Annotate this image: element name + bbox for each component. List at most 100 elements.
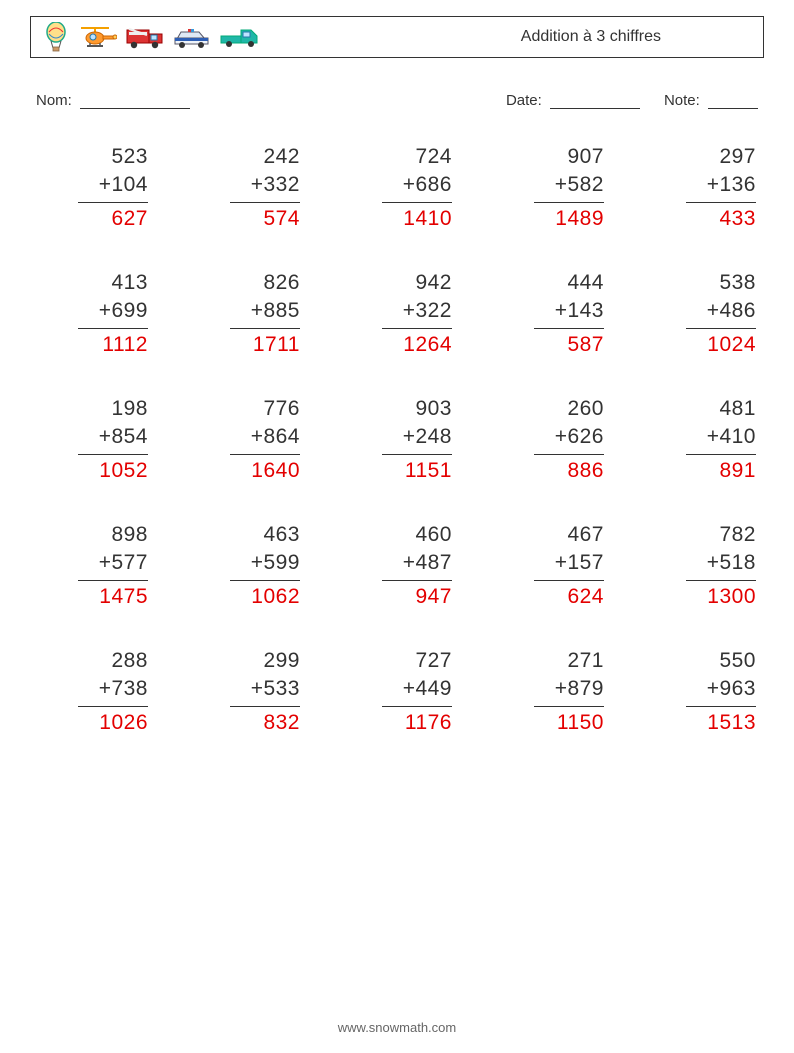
- helicopter-icon: [77, 24, 117, 50]
- problem: 826+8851711: [190, 269, 300, 359]
- addend-top: 260: [567, 395, 604, 423]
- note-label-text: Note:: [664, 92, 700, 109]
- problem: 242+332574: [190, 143, 300, 233]
- addend-bottom: +136: [686, 171, 756, 202]
- addend-top: 444: [567, 269, 604, 297]
- addend-top: 898: [111, 521, 148, 549]
- problem: 907+5821489: [494, 143, 604, 233]
- addend-bottom: +577: [78, 549, 148, 580]
- worksheet-title: Addition à 3 chiffres: [521, 28, 661, 46]
- note-label: Note:: [664, 92, 758, 109]
- problem: 463+5991062: [190, 521, 300, 611]
- problem: 898+5771475: [38, 521, 148, 611]
- problem: 299+533832: [190, 647, 300, 737]
- problem: 481+410891: [646, 395, 756, 485]
- addend-top: 907: [567, 143, 604, 171]
- problem: 260+626886: [494, 395, 604, 485]
- problem: 538+4861024: [646, 269, 756, 359]
- problems-grid: 523+104627242+332574724+6861410907+58214…: [30, 143, 764, 737]
- addend-bottom: +487: [382, 549, 452, 580]
- answer: 1151: [405, 455, 452, 485]
- pickup-truck-icon: [219, 25, 261, 49]
- answer: 627: [111, 203, 148, 233]
- addend-top: 942: [415, 269, 452, 297]
- addend-top: 481: [719, 395, 756, 423]
- addend-bottom: +143: [534, 297, 604, 328]
- firetruck-icon: [125, 24, 165, 50]
- answer: 1112: [102, 329, 148, 359]
- addend-bottom: +879: [534, 675, 604, 706]
- answer: 891: [719, 455, 756, 485]
- answer: 886: [567, 455, 604, 485]
- answer: 433: [719, 203, 756, 233]
- footer-credit: www.snowmath.com: [0, 1020, 794, 1035]
- answer: 947: [415, 581, 452, 611]
- problem: 782+5181300: [646, 521, 756, 611]
- answer: 1489: [555, 203, 604, 233]
- answer: 1150: [557, 707, 604, 737]
- name-blank[interactable]: [80, 94, 190, 109]
- addend-top: 523: [111, 143, 148, 171]
- problem: 198+8541052: [38, 395, 148, 485]
- addend-bottom: +582: [534, 171, 604, 202]
- addend-bottom: +738: [78, 675, 148, 706]
- worksheet-page: Addition à 3 chiffres Nom: Date: Note: 5…: [0, 0, 794, 1053]
- addend-top: 242: [263, 143, 300, 171]
- addend-bottom: +410: [686, 423, 756, 454]
- problem: 271+8791150: [494, 647, 604, 737]
- problem: 776+8641640: [190, 395, 300, 485]
- answer: 1513: [707, 707, 756, 737]
- addend-top: 724: [415, 143, 452, 171]
- problem: 460+487947: [342, 521, 452, 611]
- addend-top: 271: [567, 647, 604, 675]
- meta-row: Nom: Date: Note:: [30, 92, 764, 109]
- name-label: Nom:: [36, 92, 190, 109]
- addend-top: 538: [719, 269, 756, 297]
- addend-top: 782: [719, 521, 756, 549]
- answer: 587: [567, 329, 604, 359]
- name-label-text: Nom:: [36, 92, 72, 109]
- problem: 550+9631513: [646, 647, 756, 737]
- header-bar: Addition à 3 chiffres: [30, 16, 764, 58]
- addend-top: 413: [111, 269, 148, 297]
- problem: 903+2481151: [342, 395, 452, 485]
- addend-top: 299: [263, 647, 300, 675]
- addend-bottom: +518: [686, 549, 756, 580]
- answer: 1300: [707, 581, 756, 611]
- addend-top: 903: [415, 395, 452, 423]
- answer: 1024: [707, 329, 756, 359]
- vehicle-icons: [43, 22, 261, 52]
- problem: 297+136433: [646, 143, 756, 233]
- problem: 467+157624: [494, 521, 604, 611]
- date-label-text: Date:: [506, 92, 542, 109]
- addend-bottom: +599: [230, 549, 300, 580]
- date-label: Date:: [506, 92, 640, 109]
- addend-bottom: +157: [534, 549, 604, 580]
- addend-bottom: +449: [382, 675, 452, 706]
- answer: 1640: [251, 455, 300, 485]
- date-blank[interactable]: [550, 94, 640, 109]
- addend-bottom: +864: [230, 423, 300, 454]
- addend-top: 727: [415, 647, 452, 675]
- addend-top: 297: [719, 143, 756, 171]
- addend-top: 460: [415, 521, 452, 549]
- police-car-icon: [173, 25, 211, 49]
- note-blank[interactable]: [708, 94, 758, 109]
- addend-bottom: +885: [230, 297, 300, 328]
- addend-bottom: +854: [78, 423, 148, 454]
- addend-top: 467: [567, 521, 604, 549]
- answer: 1062: [251, 581, 300, 611]
- answer: 832: [263, 707, 300, 737]
- addend-bottom: +686: [382, 171, 452, 202]
- addend-bottom: +332: [230, 171, 300, 202]
- problem: 727+4491176: [342, 647, 452, 737]
- addend-bottom: +699: [78, 297, 148, 328]
- balloon-icon: [43, 22, 69, 52]
- answer: 1026: [99, 707, 148, 737]
- problem: 523+104627: [38, 143, 148, 233]
- problem: 288+7381026: [38, 647, 148, 737]
- problem: 942+3221264: [342, 269, 452, 359]
- addend-top: 776: [263, 395, 300, 423]
- addend-bottom: +626: [534, 423, 604, 454]
- problem: 444+143587: [494, 269, 604, 359]
